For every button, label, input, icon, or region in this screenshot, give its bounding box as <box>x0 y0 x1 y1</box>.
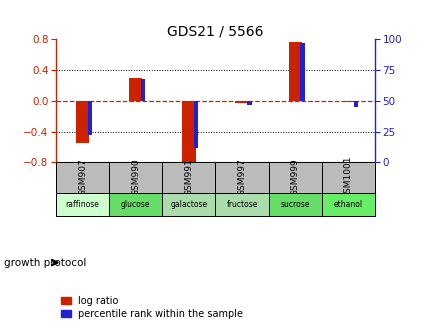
Text: GSM991: GSM991 <box>184 159 193 197</box>
Bar <box>76 101 89 143</box>
Bar <box>300 43 304 101</box>
Bar <box>341 101 354 102</box>
Text: growth protocol: growth protocol <box>4 258 86 268</box>
Text: GSM990: GSM990 <box>131 159 140 197</box>
Bar <box>56 193 109 216</box>
Text: fructose: fructose <box>226 200 257 209</box>
Text: ethanol: ethanol <box>333 200 362 209</box>
Bar <box>268 193 321 216</box>
Bar <box>215 193 268 216</box>
Bar <box>288 42 301 101</box>
Bar <box>129 78 142 101</box>
Text: galactose: galactose <box>170 200 207 209</box>
Bar <box>235 101 248 103</box>
Bar <box>162 193 215 216</box>
Text: GSM997: GSM997 <box>237 159 246 197</box>
Text: GSM1001: GSM1001 <box>343 156 352 199</box>
Bar <box>109 163 162 193</box>
Bar <box>247 101 251 105</box>
Bar <box>162 163 215 193</box>
Text: GSM999: GSM999 <box>290 159 299 197</box>
Text: raffinose: raffinose <box>65 200 99 209</box>
Bar <box>141 79 145 101</box>
Bar <box>109 193 162 216</box>
Text: glucose: glucose <box>121 200 150 209</box>
Bar <box>353 101 357 107</box>
Legend: log ratio, percentile rank within the sample: log ratio, percentile rank within the sa… <box>61 296 243 319</box>
Bar <box>182 101 195 166</box>
Bar <box>88 101 92 135</box>
Title: GDS21 / 5566: GDS21 / 5566 <box>167 24 263 38</box>
Bar <box>215 163 268 193</box>
Text: sucrose: sucrose <box>280 200 309 209</box>
Bar <box>194 101 198 148</box>
Bar <box>56 163 109 193</box>
Text: GSM907: GSM907 <box>78 159 87 197</box>
Bar <box>268 163 321 193</box>
Bar <box>321 163 374 193</box>
Bar <box>321 193 374 216</box>
